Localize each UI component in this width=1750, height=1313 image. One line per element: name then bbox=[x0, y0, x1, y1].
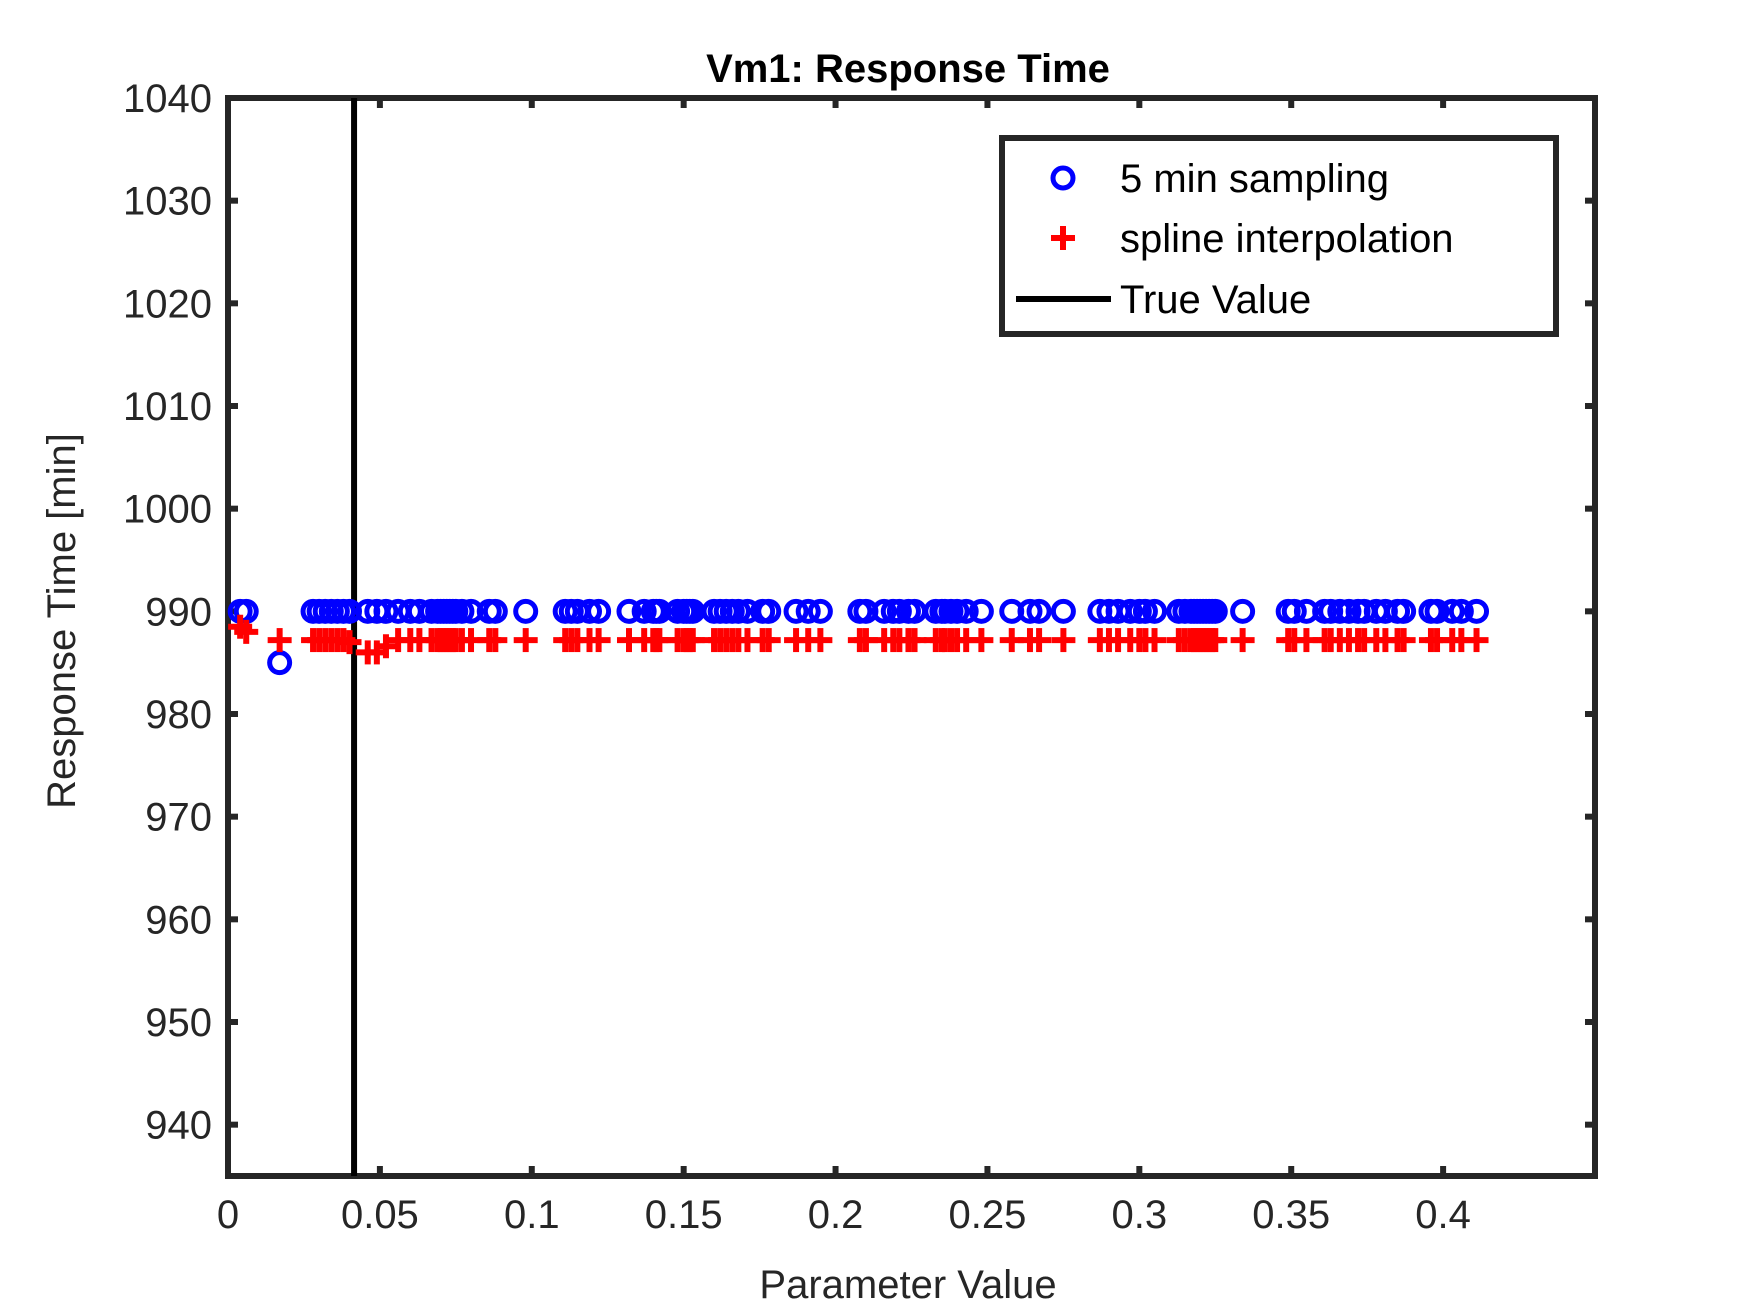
data-point-circle bbox=[616, 598, 642, 624]
data-point-circle bbox=[1142, 598, 1168, 624]
data-point-plus bbox=[513, 628, 538, 653]
data-point-plus bbox=[373, 634, 398, 659]
data-point-plus bbox=[1051, 628, 1076, 653]
legend: 5 min sampling spline interpolation True V… bbox=[999, 135, 1559, 337]
data-point-circle bbox=[631, 598, 657, 624]
x-tick-label: 0.2 bbox=[808, 1193, 864, 1237]
data-point-circle bbox=[886, 598, 912, 624]
data-point-plus bbox=[808, 628, 833, 653]
legend-label: True Value bbox=[1120, 278, 1311, 322]
data-point-plus bbox=[1464, 628, 1489, 653]
data-point-plus bbox=[586, 628, 611, 653]
y-tick-label: 960 bbox=[145, 898, 212, 942]
y-axis-label: Response Time [min] bbox=[40, 433, 84, 809]
data-point-circle bbox=[1117, 598, 1143, 624]
data-point-plus bbox=[1203, 628, 1228, 653]
x-tick-label: 0.4 bbox=[1415, 1193, 1471, 1237]
data-point-circle bbox=[1424, 598, 1450, 624]
data-point-circle bbox=[1132, 598, 1158, 624]
data-point-circle bbox=[1464, 598, 1490, 624]
data-point-circle bbox=[1448, 598, 1474, 624]
data-point-circle bbox=[968, 598, 994, 624]
y-tick-label: 1030 bbox=[123, 180, 212, 224]
y-tick-label: 970 bbox=[145, 796, 212, 840]
data-point-circle bbox=[953, 598, 979, 624]
data-point-plus bbox=[1230, 628, 1255, 653]
data-point-circle bbox=[1026, 598, 1052, 624]
y-tick-label: 980 bbox=[145, 693, 212, 737]
data-point-circle bbox=[1391, 598, 1417, 624]
data-point-circle bbox=[482, 598, 508, 624]
data-point-circle bbox=[1202, 598, 1228, 624]
data-point-circle bbox=[783, 598, 809, 624]
legend-label: spline interpolation bbox=[1120, 217, 1454, 261]
y-tick-label: 940 bbox=[145, 1104, 212, 1148]
data-point-plus bbox=[234, 619, 259, 644]
x-tick-label: 0.15 bbox=[645, 1193, 723, 1237]
y-tick-label: 1020 bbox=[123, 282, 212, 326]
data-point-circle bbox=[1050, 598, 1076, 624]
data-point-plus bbox=[483, 628, 508, 653]
data-point-circle bbox=[513, 598, 539, 624]
data-point-circle bbox=[576, 598, 602, 624]
x-tick-label: 0.05 bbox=[341, 1193, 419, 1237]
data-point-plus bbox=[337, 630, 362, 655]
y-tick-label: 1000 bbox=[123, 488, 212, 532]
y-tick-label: 1010 bbox=[123, 385, 212, 429]
data-point-circle bbox=[449, 598, 475, 624]
y-tick-label: 1040 bbox=[123, 77, 212, 121]
x-axis-label: Parameter Value bbox=[759, 1263, 1056, 1307]
x-tick-label: 0 bbox=[217, 1193, 239, 1237]
data-point-circle bbox=[1281, 598, 1307, 624]
x-tick-label: 0.35 bbox=[1252, 1193, 1330, 1237]
data-point-circle bbox=[807, 598, 833, 624]
data-point-plus bbox=[680, 628, 705, 653]
data-point-circle bbox=[267, 650, 293, 676]
legend-plus-icon bbox=[1051, 226, 1075, 250]
data-point-plus bbox=[902, 628, 927, 653]
data-point-plus bbox=[969, 628, 994, 653]
y-tick-label: 990 bbox=[145, 590, 212, 634]
y-tick-label: 950 bbox=[145, 1001, 212, 1045]
data-point-circle bbox=[586, 598, 612, 624]
data-point-circle bbox=[1017, 598, 1043, 624]
data-point-circle bbox=[1439, 598, 1465, 624]
data-point-plus bbox=[1391, 628, 1416, 653]
data-point-circle bbox=[1230, 598, 1256, 624]
legend-circle-icon bbox=[1050, 165, 1076, 191]
series-sampling bbox=[227, 598, 1490, 676]
data-point-circle bbox=[756, 598, 782, 624]
x-tick-label: 0.3 bbox=[1112, 1193, 1168, 1237]
data-point-circle bbox=[795, 598, 821, 624]
data-point-circle bbox=[373, 598, 399, 624]
chart-title: Vm1: Response Time bbox=[706, 47, 1110, 91]
x-tick-label: 0.1 bbox=[504, 1193, 560, 1237]
data-point-circle bbox=[1336, 598, 1362, 624]
data-point-plus bbox=[267, 628, 292, 653]
x-tick-label: 0.25 bbox=[949, 1193, 1027, 1237]
series-spline bbox=[228, 614, 1489, 665]
data-point-plus bbox=[1142, 628, 1167, 653]
data-point-plus bbox=[756, 628, 781, 653]
data-point-circle bbox=[871, 598, 897, 624]
legend-label: 5 min sampling bbox=[1120, 157, 1389, 201]
data-point-circle bbox=[944, 598, 970, 624]
data-point-plus bbox=[1027, 628, 1052, 653]
data-point-circle bbox=[725, 598, 751, 624]
